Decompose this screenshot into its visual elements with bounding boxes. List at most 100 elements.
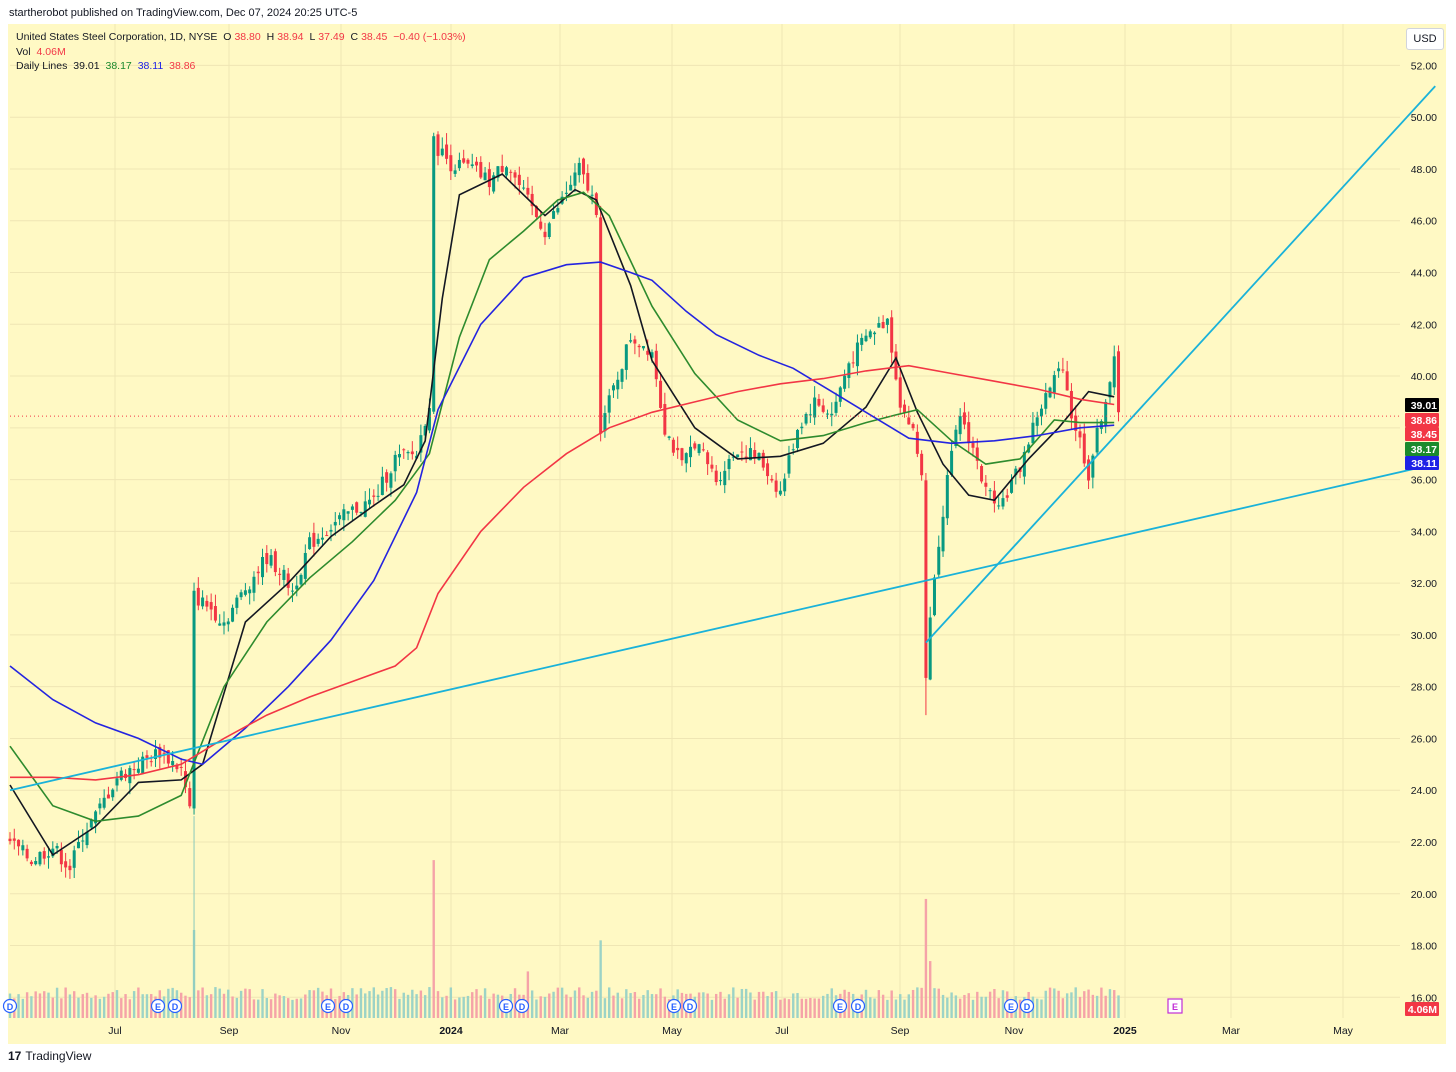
- price-badge: [1405, 427, 1439, 441]
- dividend-marker-icon[interactable]: [850, 998, 866, 1014]
- currency-button[interactable]: USD: [1406, 28, 1444, 50]
- upcoming-earnings-icon[interactable]: [1167, 998, 1183, 1014]
- volume-bar: [355, 994, 358, 1018]
- earnings-marker-icon[interactable]: [150, 998, 166, 1014]
- candle: [791, 449, 795, 451]
- volume-bar: [244, 988, 247, 1018]
- earnings-marker-icon[interactable]: [1003, 998, 1019, 1014]
- volume-bar: [937, 988, 940, 1018]
- candle: [98, 803, 102, 809]
- volume-bar: [492, 993, 495, 1018]
- candle: [342, 509, 346, 521]
- ma-label[interactable]: Daily Lines: [16, 60, 68, 72]
- ma-line-blue[interactable]: [9, 261, 1115, 766]
- trendline[interactable]: [9, 463, 1436, 792]
- candle: [25, 848, 29, 859]
- volume-bar: [436, 991, 440, 1018]
- symbol-title[interactable]: United States Steel Corporation, 1D, NYS…: [16, 31, 218, 43]
- volume-label[interactable]: Vol: [16, 45, 31, 58]
- y-tick-label: 48.00: [1411, 164, 1437, 176]
- candle: [308, 537, 312, 550]
- volume-bar: [85, 992, 89, 1018]
- volume-bar: [209, 994, 213, 1018]
- time-axis[interactable]: [8, 1018, 1446, 1044]
- volume-bar: [616, 992, 619, 1018]
- price-badge: [1405, 413, 1439, 427]
- volume-bar: [642, 994, 645, 1018]
- candle: [701, 449, 705, 451]
- dividend-marker-icon[interactable]: [682, 998, 698, 1014]
- candle: [29, 861, 33, 865]
- publish-bar: startherobot published on TradingView.co…: [0, 0, 1456, 24]
- dividend-marker-icon[interactable]: [2, 998, 18, 1014]
- ma-line-red[interactable]: [10, 364, 1115, 781]
- volume-bar: [145, 994, 149, 1018]
- chart-area[interactable]: [8, 24, 1446, 1044]
- ma-value-green: 38.17: [105, 60, 132, 72]
- open-label: O: [223, 31, 232, 43]
- candle: [633, 339, 637, 344]
- high-label: H: [266, 31, 275, 43]
- volume-bar: [389, 987, 393, 1018]
- volume-bar: [1061, 998, 1065, 1018]
- volume-bar: [1095, 995, 1099, 1018]
- candle: [740, 451, 744, 453]
- candle: [855, 342, 859, 367]
- candle: [213, 606, 217, 621]
- tradingview-brand[interactable]: 17 TradingView: [8, 1049, 91, 1063]
- price-badge-label: 38.11: [1411, 458, 1437, 470]
- candle: [265, 553, 269, 565]
- volume-bar: [744, 988, 748, 1018]
- candle: [1005, 495, 1009, 498]
- candle: [106, 794, 110, 799]
- volume-bar: [569, 997, 572, 1018]
- candle: [8, 838, 12, 842]
- brand-name: TradingView: [25, 1049, 92, 1063]
- candle: [616, 379, 620, 390]
- volume-bar: [526, 971, 530, 1018]
- dividend-marker-icon[interactable]: [338, 998, 354, 1014]
- volume-bar: [620, 998, 624, 1018]
- volume-bar: [732, 987, 735, 1018]
- candle: [509, 171, 513, 173]
- volume-bar: [479, 995, 482, 1018]
- earnings-marker-icon[interactable]: [320, 998, 336, 1014]
- volume-bar: [1048, 987, 1052, 1018]
- y-tick-label: 32.00: [1411, 578, 1437, 590]
- price-axis[interactable]: [1400, 24, 1446, 1018]
- candle: [624, 344, 628, 370]
- candle: [684, 453, 688, 464]
- candle: [393, 454, 397, 472]
- volume-bar: [1070, 992, 1073, 1018]
- candle: [911, 424, 915, 429]
- volume-bar: [55, 987, 59, 1018]
- earnings-marker-icon[interactable]: [832, 998, 848, 1014]
- volume-bar: [316, 987, 320, 1018]
- y-tick-label: 16.00: [1411, 992, 1437, 1004]
- price-badge: [1405, 398, 1439, 412]
- earnings-marker-icon[interactable]: [498, 998, 514, 1014]
- close-value: 38.45: [361, 31, 388, 43]
- dividend-marker-icon[interactable]: [167, 998, 183, 1014]
- volume-bar: [680, 992, 684, 1018]
- volume-bar: [612, 995, 615, 1018]
- volume-bar: [787, 999, 791, 1018]
- candle: [903, 404, 907, 413]
- volume-bar: [60, 998, 63, 1018]
- candle: [534, 206, 538, 217]
- candle: [1065, 371, 1069, 391]
- volume-bar: [1104, 995, 1107, 1018]
- x-tick-label: May: [1333, 1025, 1354, 1037]
- volume-bar: [599, 940, 602, 1018]
- volume-bar: [993, 988, 996, 1018]
- earnings-marker-icon[interactable]: [666, 998, 682, 1014]
- trendline[interactable]: [925, 85, 1436, 644]
- candle: [89, 819, 93, 828]
- dividend-marker-icon[interactable]: [1019, 998, 1035, 1014]
- y-tick-label: 24.00: [1411, 785, 1437, 797]
- dividend-marker-icon[interactable]: [514, 998, 530, 1014]
- y-tick-label: 26.00: [1411, 733, 1437, 745]
- ma-line-green[interactable]: [9, 191, 1115, 823]
- volume-bar: [1040, 999, 1043, 1018]
